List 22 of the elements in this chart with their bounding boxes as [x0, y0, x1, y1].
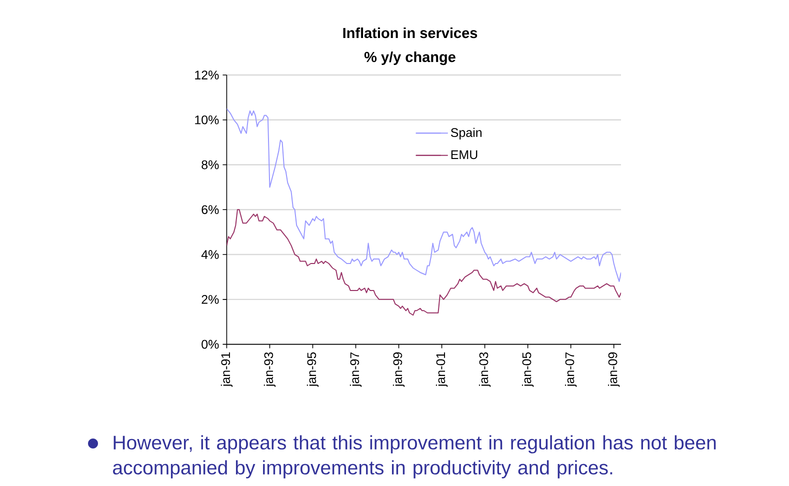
y-tick-label: 10% [195, 115, 219, 124]
y-tick-label: 4% [201, 250, 219, 259]
x-tick-label: jan-05 [522, 352, 534, 387]
y-tick-label: 12% [195, 70, 219, 80]
legend-label: Spain [450, 128, 482, 140]
x-tick-label: jan-93 [264, 352, 276, 387]
x-tick-label: jan-91 [220, 352, 233, 387]
x-tick-label: jan-97 [350, 352, 362, 387]
y-tick-label: 6% [202, 205, 219, 214]
text: However, it appears that this improvement in regulation has not been accompanied by improvements in productivity and prices. [113, 435, 716, 478]
x-tick-label: jan-07 [564, 352, 577, 387]
y-tick-label: 2% [202, 295, 219, 304]
y-tick-label: 0% [202, 340, 219, 349]
legend-label: EMU [451, 150, 478, 160]
y-tick-label: 8% [202, 160, 219, 170]
x-tick-label: jan-09 [608, 352, 620, 387]
x-tick-label: jan-99 [392, 352, 405, 387]
chart-subtitle: % y/y change [364, 51, 456, 66]
x-tick-label: jan-01 [436, 352, 448, 387]
x-tick-label: jan-03 [478, 352, 491, 387]
x-tick-label: jan-95 [306, 352, 319, 387]
chart-title: Inflation in services [343, 27, 478, 38]
